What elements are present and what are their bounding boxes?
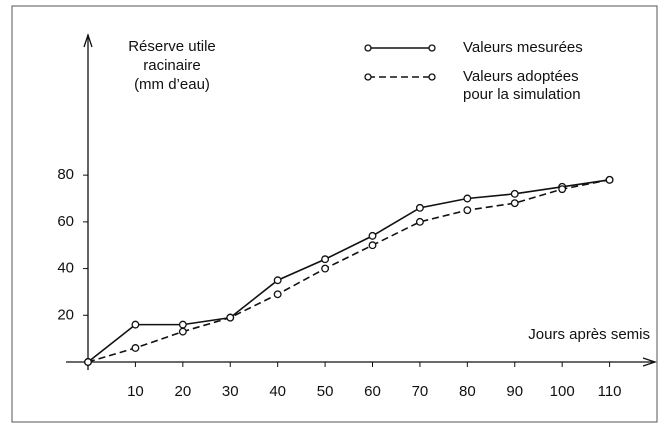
x-tick-label: 110 [598, 383, 622, 400]
data-point [463, 206, 472, 215]
x-tick-label: 90 [506, 383, 523, 400]
data-point [510, 199, 519, 208]
data-point [368, 231, 377, 240]
series-line [87, 179, 610, 363]
data-point [321, 255, 330, 264]
legend-marker [364, 73, 372, 81]
x-axis-label: Jours après semis [528, 326, 650, 343]
data-point [605, 175, 614, 184]
x-axis-arrow [642, 357, 658, 367]
y-axis-label: racinaire [143, 57, 201, 74]
data-point [131, 320, 140, 329]
data-point [415, 203, 424, 212]
x-tick-label: 70 [412, 383, 429, 400]
data-point [368, 241, 377, 250]
data-point [321, 264, 330, 273]
data-point [84, 358, 92, 366]
data-point [558, 185, 567, 194]
y-tick-label: 20 [57, 306, 74, 323]
x-tick-label: 100 [550, 383, 575, 400]
data-point [131, 344, 140, 352]
y-axis-label: (mm d’eau) [134, 76, 210, 93]
legend-label: Valeurs mesurées [463, 39, 583, 56]
y-tick-label: 40 [57, 260, 74, 277]
legend-marker [428, 44, 436, 52]
x-tick-label: 30 [222, 383, 239, 400]
frame [11, 5, 658, 423]
legend-label: Valeurs adoptées pour la simulation [463, 68, 581, 103]
data-point [226, 313, 235, 322]
legend-marker [428, 73, 436, 81]
data-point [463, 194, 472, 203]
data-point [273, 290, 282, 299]
y-axis-label: Réserve utile [128, 38, 216, 55]
x-tick-label: 60 [364, 383, 381, 400]
y-axis-arrow [83, 32, 93, 48]
data-point [178, 327, 187, 336]
y-tick-label: 60 [57, 213, 74, 230]
x-tick-label: 10 [127, 383, 144, 400]
y-tick-label: 80 [57, 166, 74, 183]
x-tick-label: 20 [174, 383, 191, 400]
series-line [87, 179, 610, 363]
legend-marker [364, 44, 372, 52]
data-point [415, 217, 424, 226]
data-point [510, 189, 519, 198]
x-tick-label: 40 [269, 383, 286, 400]
x-tick-label: 80 [459, 383, 476, 400]
data-point [273, 276, 282, 285]
data-point [178, 320, 187, 329]
x-tick-label: 50 [317, 383, 334, 400]
